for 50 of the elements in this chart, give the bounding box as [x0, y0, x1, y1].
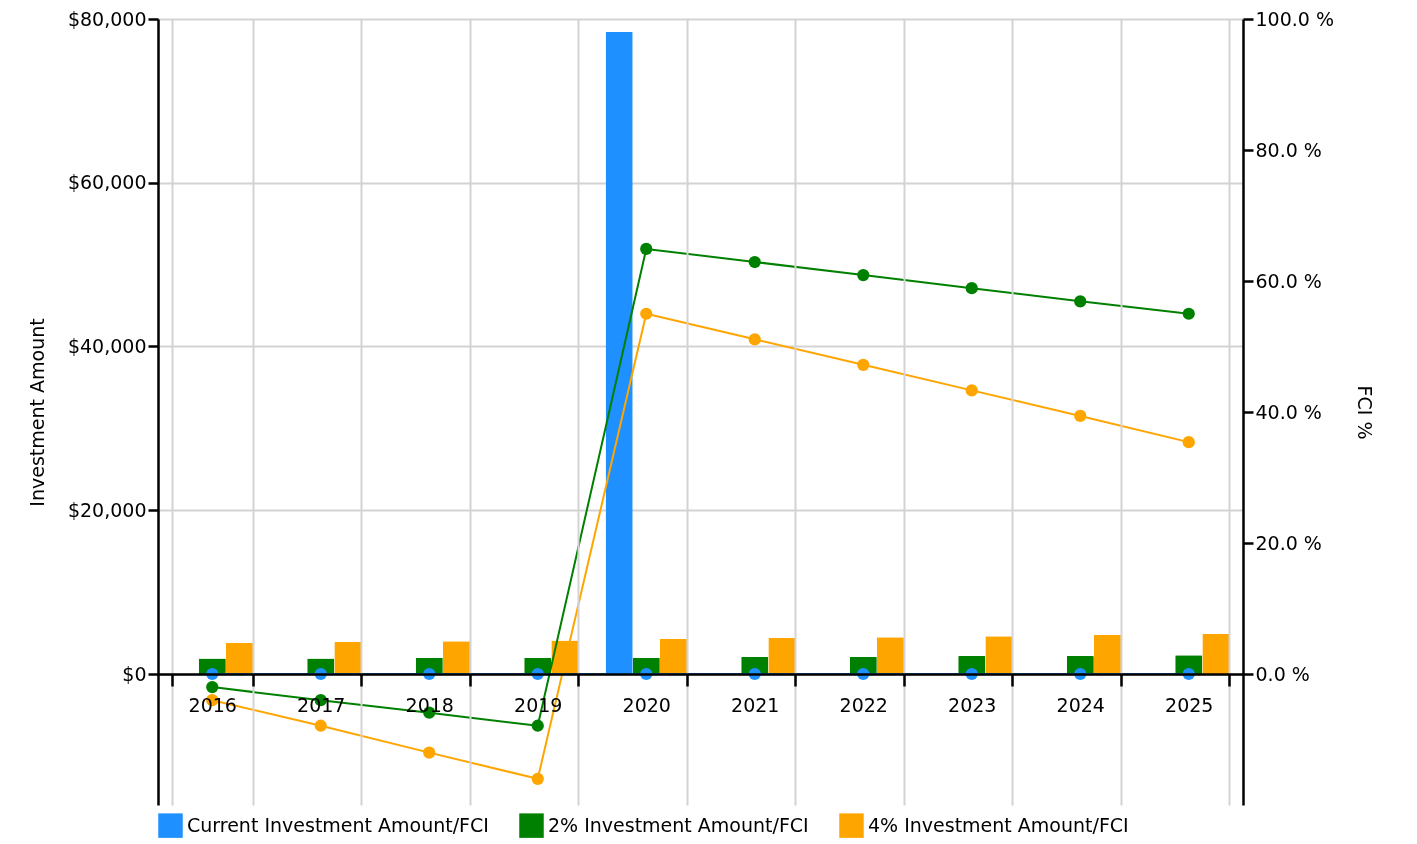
- y-tick-label: $60,000: [67, 171, 147, 194]
- point: [1074, 409, 1087, 423]
- point: [1182, 436, 1195, 449]
- y-tick-label: $80,000: [67, 7, 147, 30]
- point: [965, 282, 978, 295]
- y-axis-title: Investment Amount: [25, 318, 48, 507]
- point: [640, 307, 653, 320]
- y2-tick-label: 20.0 %: [1255, 531, 1322, 554]
- y2-axis-title: FCI %: [1353, 385, 1376, 440]
- x-tick-label: 2025: [1165, 693, 1214, 716]
- y-tick-label: $40,000: [67, 335, 147, 357]
- point: [857, 358, 870, 371]
- bar: [768, 637, 796, 674]
- legend-label: 2% Investment Amount/FCI: [548, 813, 809, 836]
- bar: [659, 638, 687, 674]
- point: [640, 242, 653, 256]
- point: [531, 772, 544, 785]
- x-tick-label: 2023: [948, 693, 997, 716]
- y2-tick-label: 0.0 %: [1255, 662, 1310, 685]
- bar: [225, 642, 253, 674]
- bar: [876, 637, 904, 674]
- point: [314, 719, 327, 732]
- bar: [1202, 633, 1230, 674]
- x-tick-label: 2018: [405, 693, 454, 716]
- point: [965, 384, 978, 397]
- point: [206, 680, 219, 694]
- point: [531, 719, 544, 732]
- point: [423, 746, 436, 759]
- x-tick-label: 2024: [1056, 693, 1105, 716]
- y-tick-label: $0: [122, 662, 147, 685]
- bar: [334, 642, 362, 674]
- point: [1074, 295, 1087, 308]
- bar: [1093, 634, 1121, 674]
- point: [748, 255, 761, 269]
- legend-label: 4% Investment Amount/FCI: [868, 813, 1129, 836]
- x-tick-label: 2021: [731, 693, 780, 716]
- y2-tick-label: 80.0 %: [1255, 138, 1322, 161]
- bar: [985, 636, 1013, 674]
- legend-label: Current Investment Amount/FCI: [187, 813, 489, 836]
- x-tick-label: 2022: [839, 693, 888, 716]
- point: [1182, 307, 1195, 320]
- point: [748, 333, 761, 346]
- point: [857, 268, 870, 282]
- bar: [605, 32, 633, 674]
- bar: [442, 641, 470, 674]
- y2-tick-label: 60.0 %: [1255, 269, 1322, 292]
- x-tick-label: 2020: [622, 693, 671, 716]
- y-tick-label: $20,000: [67, 498, 147, 521]
- y2-tick-label: 40.0 %: [1255, 400, 1322, 423]
- y2-tick-label: 100.0 %: [1255, 7, 1334, 30]
